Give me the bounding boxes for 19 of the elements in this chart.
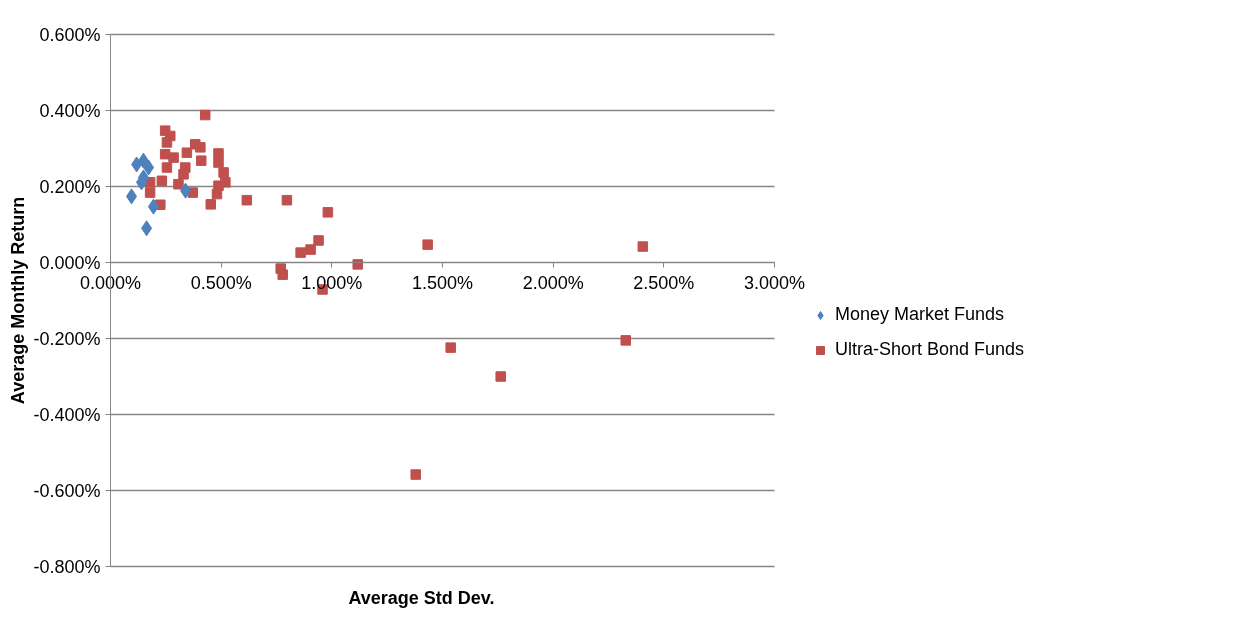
x-axis-title: Average Std Dev. xyxy=(348,587,495,608)
x-tick-label: 1.000% xyxy=(301,272,363,293)
x-tick-label: 1.500% xyxy=(411,272,474,293)
x-tick-label: 0.000% xyxy=(79,272,142,293)
legend-label: Ultra-Short Bond Funds xyxy=(835,339,1025,360)
x-tick-label: 2.000% xyxy=(522,272,584,293)
y-tick-label: 0.000% xyxy=(39,252,101,273)
x-tick-label: 0.500% xyxy=(190,272,252,293)
x-tick-label: 2.500% xyxy=(633,272,695,293)
y-tick-label: -0.200% xyxy=(33,328,101,349)
y-axis-title: Average Monthly Return xyxy=(7,196,28,405)
y-tick-label: -0.400% xyxy=(33,404,101,425)
x-tick-label: 3.000% xyxy=(743,272,806,293)
y-tick-label: -0.600% xyxy=(33,480,101,501)
y-tick-label: 0.400% xyxy=(39,100,101,121)
y-tick-label: 0.200% xyxy=(39,176,101,197)
y-tick-label: -0.800% xyxy=(33,556,101,577)
legend-label: Money Market Funds xyxy=(835,304,1005,325)
y-tick-label: 0.600% xyxy=(39,24,101,45)
